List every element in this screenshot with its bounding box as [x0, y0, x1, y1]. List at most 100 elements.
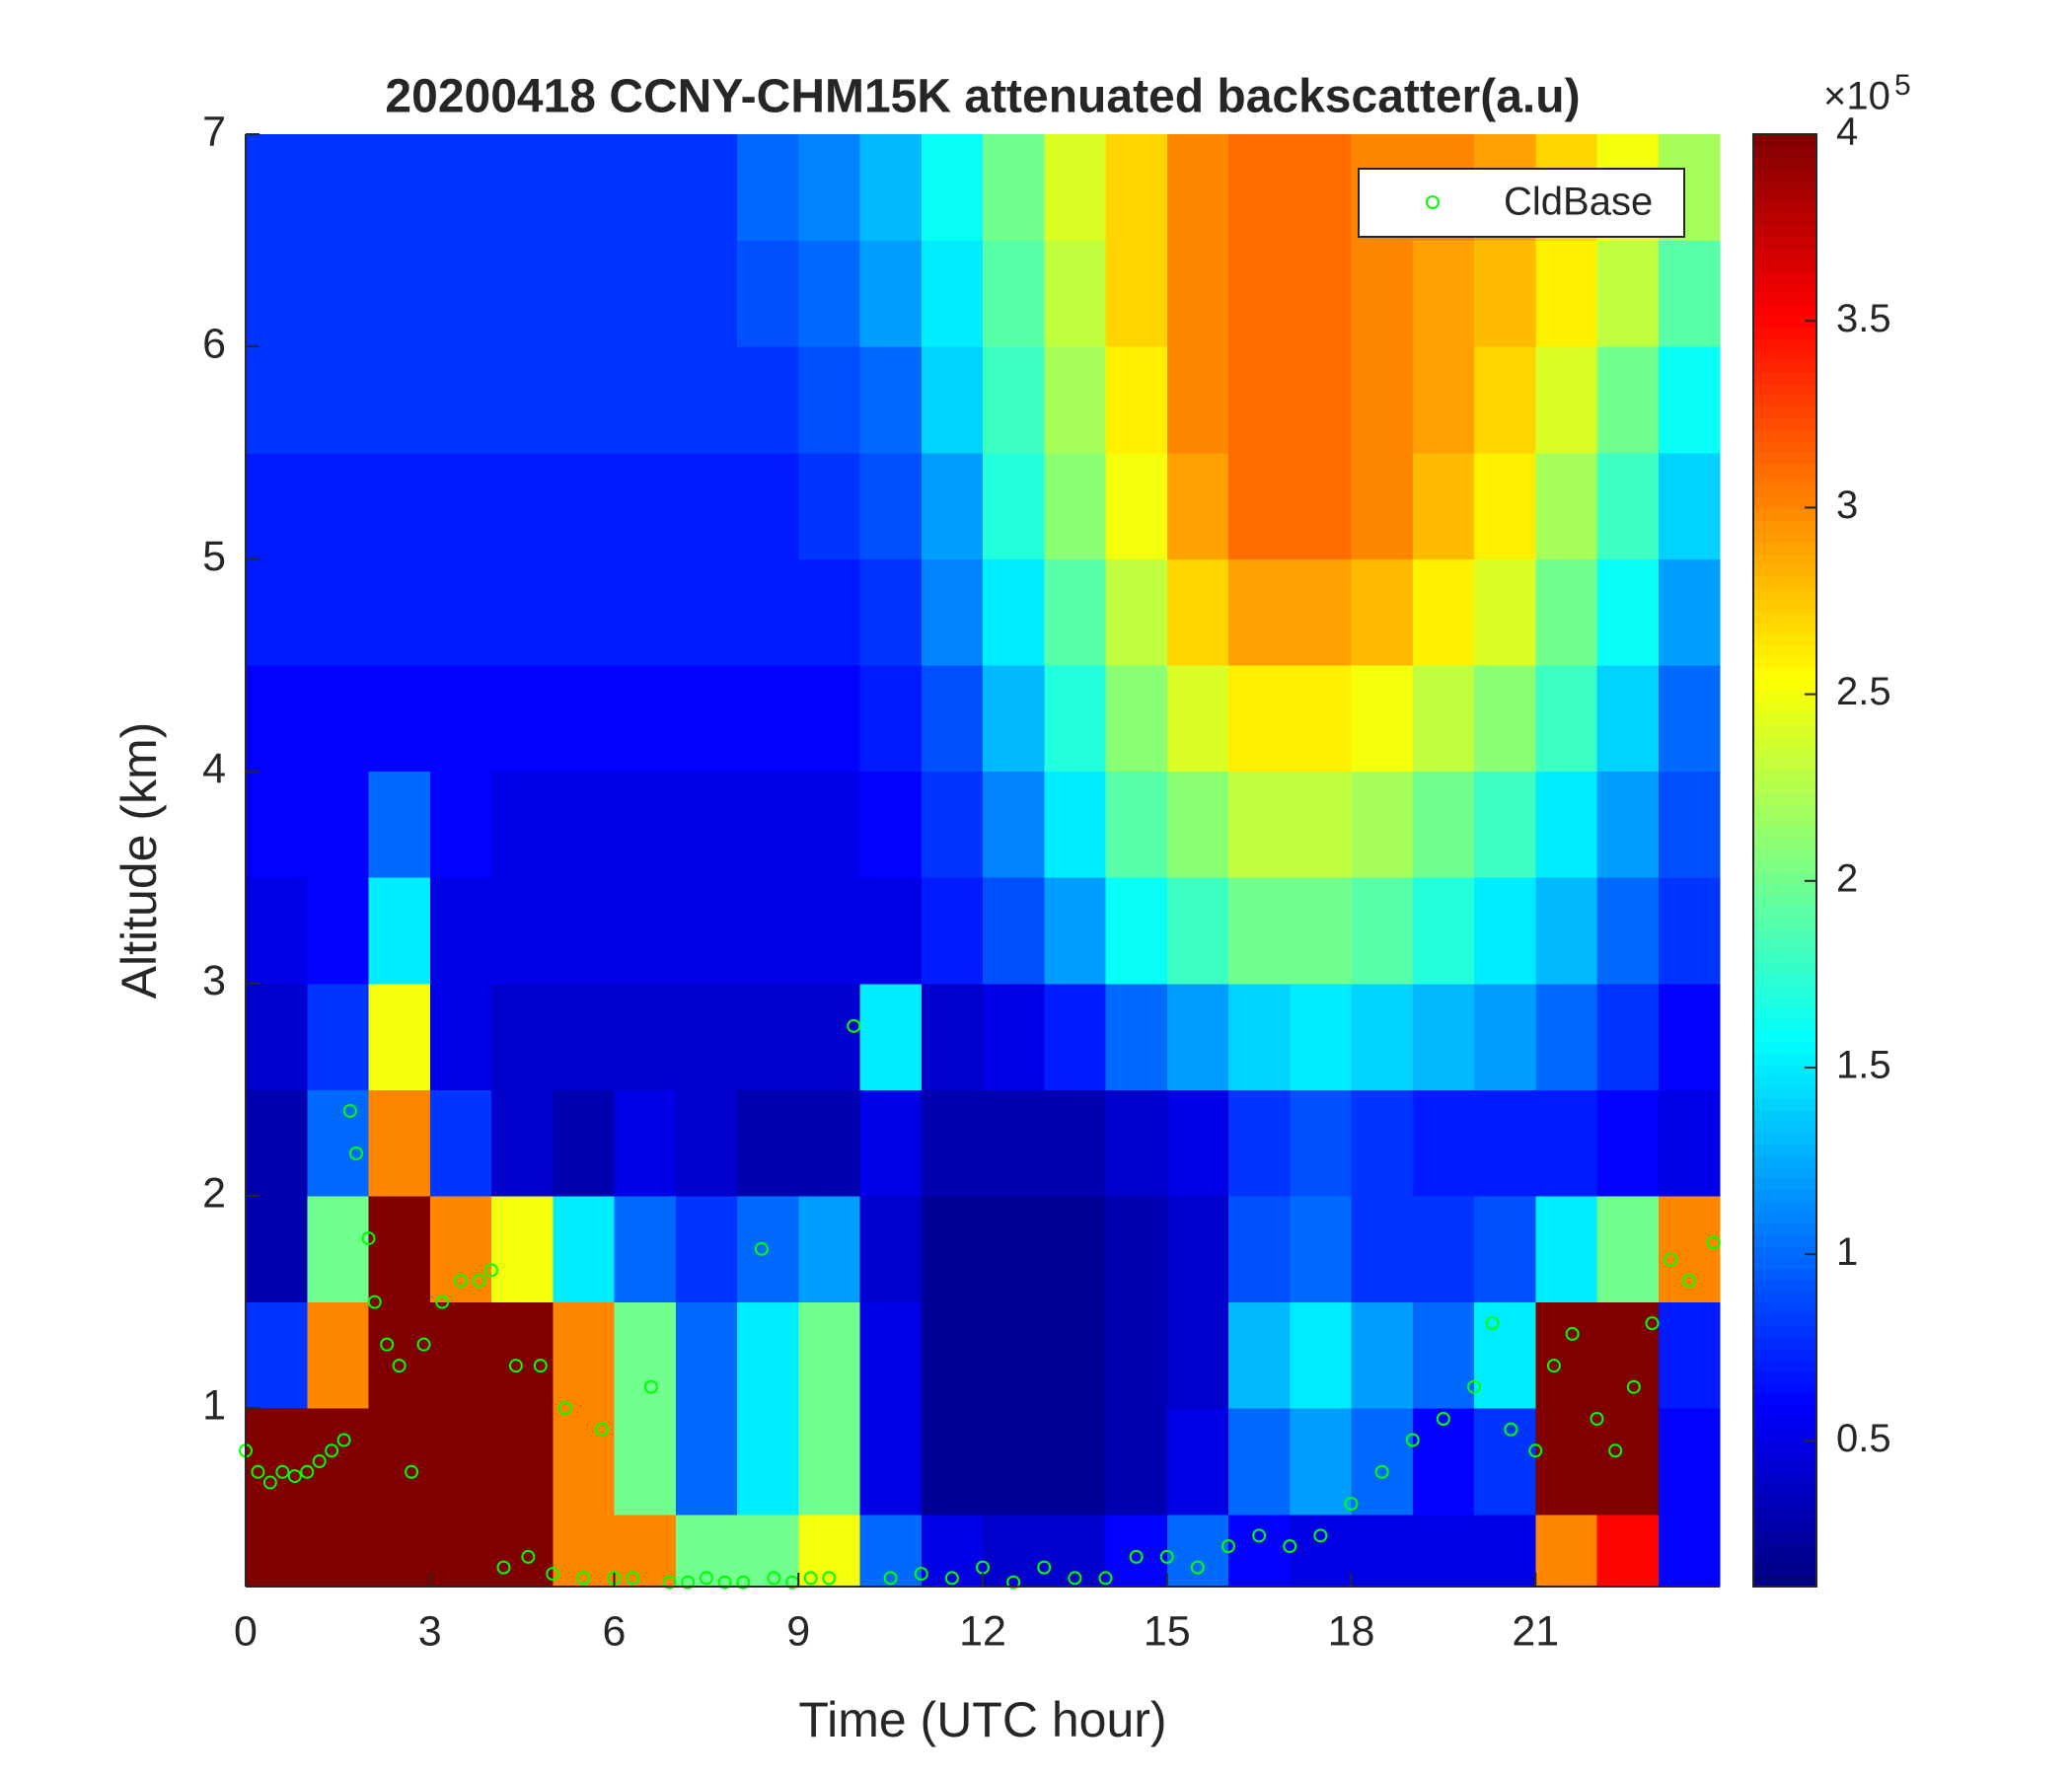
heatmap-cell: [368, 1408, 431, 1516]
colorbar-swatch: [1753, 826, 1816, 839]
heatmap-cell: [1474, 983, 1536, 1090]
heatmap-cell: [246, 1514, 308, 1588]
cloud-base-point: [300, 1464, 315, 1479]
heatmap-cell: [1412, 1196, 1475, 1303]
cloud-base-point: [1283, 1539, 1297, 1554]
heatmap-cell: [553, 452, 615, 559]
heatmap-cell: [983, 1089, 1045, 1197]
heatmap-cell: [553, 134, 615, 242]
heatmap-cell: [1658, 771, 1721, 878]
heatmap-cell: [675, 452, 738, 559]
cloud-base-point: [1590, 1411, 1604, 1426]
colorbar-swatch: [1753, 1007, 1816, 1020]
heatmap-cell: [553, 240, 615, 347]
y-tick-label: 1: [202, 1382, 226, 1430]
heatmap-cell: [368, 346, 431, 454]
heatmap-cell: [1228, 1196, 1291, 1303]
colorbar-swatch: [1753, 1360, 1816, 1371]
legend-marker: [1426, 195, 1440, 209]
heatmap-cell: [246, 134, 308, 242]
colorbar-swatch: [1753, 270, 1816, 282]
heatmap-cell: [368, 771, 431, 878]
cloud-base-point: [847, 1018, 861, 1033]
heatmap-cell: [1535, 665, 1597, 773]
colorbar-swatch: [1753, 1042, 1816, 1054]
colorbar-swatch: [1753, 1155, 1816, 1167]
colorbar-swatch: [1753, 1529, 1816, 1542]
cloud-base-point: [1006, 1575, 1021, 1590]
heatmap-cell: [798, 1301, 860, 1409]
heatmap-cell: [921, 1301, 984, 1409]
heatmap-cell: [921, 134, 984, 242]
heatmap-cell: [429, 1514, 492, 1588]
heatmap-cell: [1105, 983, 1168, 1090]
heatmap-cell: [246, 665, 308, 773]
colorbar-tick-label: 3.5: [1836, 297, 1891, 340]
heatmap-cell: [491, 452, 554, 559]
cloud-base-point: [1528, 1443, 1543, 1458]
heatmap-cell: [1596, 877, 1660, 985]
colorbar-swatch: [1753, 985, 1816, 998]
heatmap-cell: [859, 1196, 923, 1303]
colorbar-swatch: [1753, 871, 1816, 884]
colorbar-swatch: [1753, 236, 1816, 249]
heatmap-cell: [307, 346, 369, 454]
heatmap-cell: [798, 346, 860, 454]
heatmap-cell: [859, 1089, 923, 1197]
heatmap-cell: [1228, 771, 1291, 878]
colorbar-swatch: [1753, 588, 1816, 600]
heatmap-cell: [614, 983, 677, 1090]
heatmap-cell: [859, 877, 923, 985]
y-tick-label: 4: [202, 745, 226, 792]
cloud-base-point: [1098, 1571, 1113, 1586]
cloud-base-point: [767, 1571, 781, 1586]
x-tick-label: 6: [603, 1607, 627, 1655]
heatmap-cell: [614, 877, 677, 985]
heatmap-cell: [1658, 558, 1721, 666]
heatmap-cell: [1596, 346, 1660, 454]
heatmap-cell: [1596, 558, 1660, 666]
heatmap-cell: [983, 1408, 1045, 1516]
cloud-base-point: [1565, 1326, 1580, 1341]
heatmap-cell: [1412, 1089, 1475, 1197]
heatmap-cell: [1228, 665, 1291, 773]
colorbar-swatch: [1753, 1019, 1816, 1031]
colorbar: [1753, 134, 1816, 1588]
heatmap-cell: [1596, 983, 1660, 1090]
cloud-base-points: [239, 1018, 1721, 1590]
cloud-base-point: [484, 1263, 498, 1278]
colorbar-frame: [1752, 133, 1817, 1588]
heatmap-cell: [859, 1514, 923, 1588]
heatmap-cell: [1105, 558, 1168, 666]
colorbar-swatch: [1753, 1030, 1816, 1043]
heatmap-cell: [429, 134, 492, 242]
colorbar-swatch: [1753, 180, 1816, 191]
heatmap-cell: [614, 665, 677, 773]
heatmap-cell: [491, 1514, 554, 1588]
heatmap-cell: [307, 665, 369, 773]
heatmap-cell: [1474, 771, 1536, 878]
heatmap-cell: [675, 1514, 738, 1588]
heatmap-cell: [983, 134, 1045, 242]
heatmap-cell: [1535, 877, 1597, 985]
colorbar-swatch: [1753, 213, 1816, 226]
colorbar-swatch: [1753, 712, 1816, 725]
heatmap-cell: [429, 452, 492, 559]
y-tick-label: 2: [202, 1169, 226, 1217]
cloud-base-point: [312, 1454, 327, 1469]
heatmap-cell: [798, 558, 860, 666]
legend-box: [1358, 168, 1685, 238]
heatmap-cell: [675, 134, 738, 242]
colorbar-swatch: [1753, 531, 1816, 544]
heatmap-cell: [1166, 134, 1229, 242]
heatmap-cell: [1658, 665, 1721, 773]
heatmap-cell: [307, 1514, 369, 1588]
heatmap-cell: [246, 558, 308, 666]
y-tick-label: 3: [202, 957, 226, 1004]
heatmap-cell: [798, 134, 860, 242]
colorbar-swatch: [1753, 1292, 1816, 1303]
heatmap-cell: [1166, 452, 1229, 559]
colorbar-swatch: [1753, 917, 1816, 929]
cloud-base-point: [643, 1379, 658, 1394]
heatmap-cell: [1658, 1196, 1721, 1303]
